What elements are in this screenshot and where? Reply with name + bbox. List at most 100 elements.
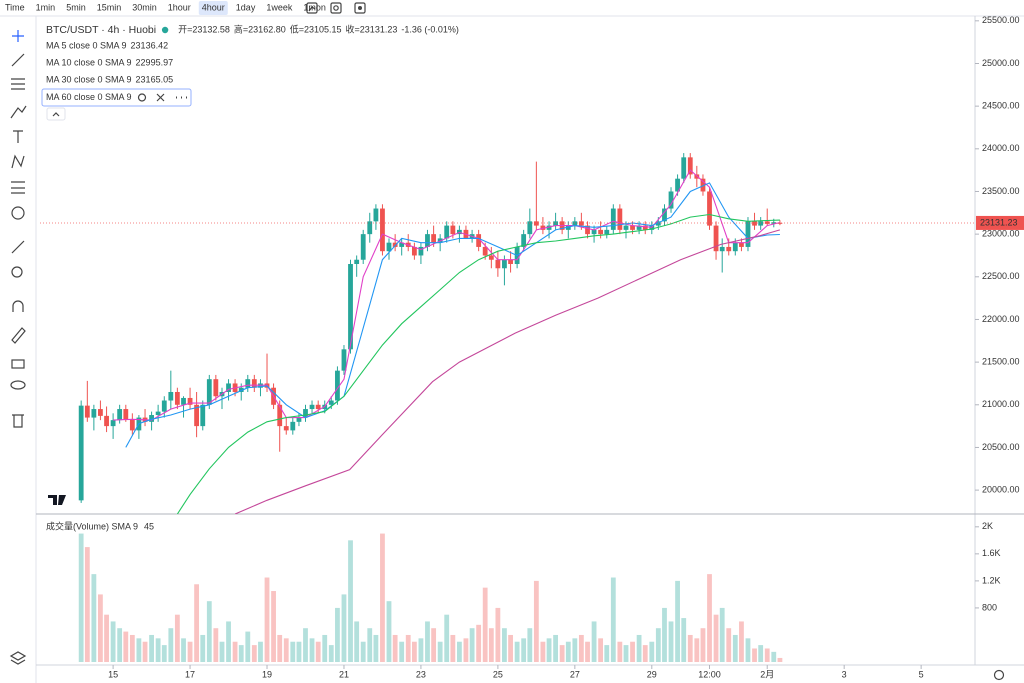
x-tick-label: 3 [842,669,847,679]
volume-bar [315,641,321,662]
candle-body [636,225,642,230]
volume-bar [444,614,450,662]
candle-body [732,242,738,252]
volume-bar [649,641,655,662]
y-tick-label: 20000.00 [982,484,1020,494]
last-price-tag [976,215,1024,230]
volume-bar [251,645,257,662]
candle-body [739,242,744,247]
volume-bar [707,574,712,662]
volume-bar [290,641,296,662]
legend-row-box[interactable] [41,88,192,107]
volume-bar [84,547,90,662]
symbol-title: BTC/USDT · 4h · Huobi [46,24,156,36]
interval-button[interactable]: 30min [132,2,157,12]
ruler-tool[interactable] [11,240,25,254]
toolbar-icons[interactable] [306,2,366,14]
volume-bar [771,651,777,662]
collapse-button[interactable] [46,107,66,121]
ma-legend-value: 23136.42 [131,40,169,50]
ohlc-value: 23105.15 [304,24,342,34]
volume-bar [540,641,546,662]
settings-button[interactable] [330,2,342,14]
collapse-glyph [52,112,60,117]
ma-legend-name: MA 10 close 0 SMA 9 [46,57,132,67]
candle-body [508,259,513,264]
x-tick-label: 2月 [760,669,774,679]
volume-bar [354,621,360,662]
zoom-tool[interactable] [11,266,23,278]
volume-bar [411,641,417,662]
brush-tool[interactable] [10,105,27,119]
text-tool[interactable] [13,130,23,143]
interval-button[interactable]: 1min [36,2,56,12]
delete-tool[interactable] [12,414,24,428]
candle-body [155,411,161,416]
volume-bar [258,641,263,662]
volume-bar [335,607,340,662]
lock-tool[interactable] [11,359,25,369]
legend-remove[interactable] [156,93,165,102]
crosshair-tool[interactable] [12,30,24,42]
volume-bar [578,634,584,662]
volume-bar [399,641,405,662]
candle-body [668,191,674,209]
magnet-tool[interactable] [12,300,24,312]
ohlc-value: 23162.80 [248,24,286,34]
volume-bar [136,638,142,662]
fullscreen-button[interactable] [354,2,366,14]
candle-body [283,426,289,431]
candle-body [713,225,719,252]
interval-button[interactable]: 1mon [303,2,326,12]
ohlc-value: 23131.23 [360,24,398,34]
chart-type-button[interactable] [306,2,318,14]
volume-bar [200,634,206,662]
candle-body [623,225,629,230]
candle-body [488,255,494,260]
candle-body [578,221,584,226]
volume-bar [328,645,334,662]
candle-body [617,208,623,230]
candle-body [91,409,97,418]
legend-settings[interactable] [137,93,147,102]
candle-body [181,397,186,405]
interval-button[interactable]: Time [5,2,25,12]
volume-bar [174,614,180,662]
volume-bar [553,634,559,662]
volume-bar [129,634,135,662]
candle-body [546,225,552,230]
candle-body [399,242,405,247]
interval-button[interactable]: 1hour [168,2,191,12]
volume-bar [687,634,693,662]
fib-tool[interactable] [11,78,25,90]
volume-bar [437,641,443,662]
settings-gear[interactable] [993,669,1005,681]
ma-legend-value: 23165.05 [136,74,174,84]
candle-body [700,178,706,192]
interval-button[interactable]: 4hour [202,2,225,12]
y-tick-label: 23500.00 [982,186,1020,196]
layers-button[interactable] [9,651,27,665]
prediction-tool[interactable] [11,181,25,194]
candle-body [238,387,244,392]
interval-button[interactable]: 1week [266,2,293,12]
trend-line-tool[interactable] [11,53,25,67]
pattern-tool[interactable] [11,154,25,169]
interval-button[interactable]: 1day [236,2,256,12]
volume-bar [206,601,212,662]
emoji-tool[interactable] [11,206,25,220]
lock-draw-tool[interactable] [11,327,26,344]
candle-body [168,391,174,401]
volume-bar [495,607,501,662]
candle-body [553,221,559,226]
visibility-tool[interactable] [10,380,26,390]
interval-button[interactable]: 5min [66,2,86,12]
candle-body [495,259,501,269]
ma-legend-value: 22995.97 [136,57,174,67]
candle-body [630,225,635,230]
volume-tick-label: 1.6K [982,548,1001,558]
volume-title: 成交量(Volume) SMA 9 [46,520,138,531]
volume-bar [380,533,385,662]
candle-body [328,400,334,405]
interval-button[interactable]: 15min [97,2,122,12]
